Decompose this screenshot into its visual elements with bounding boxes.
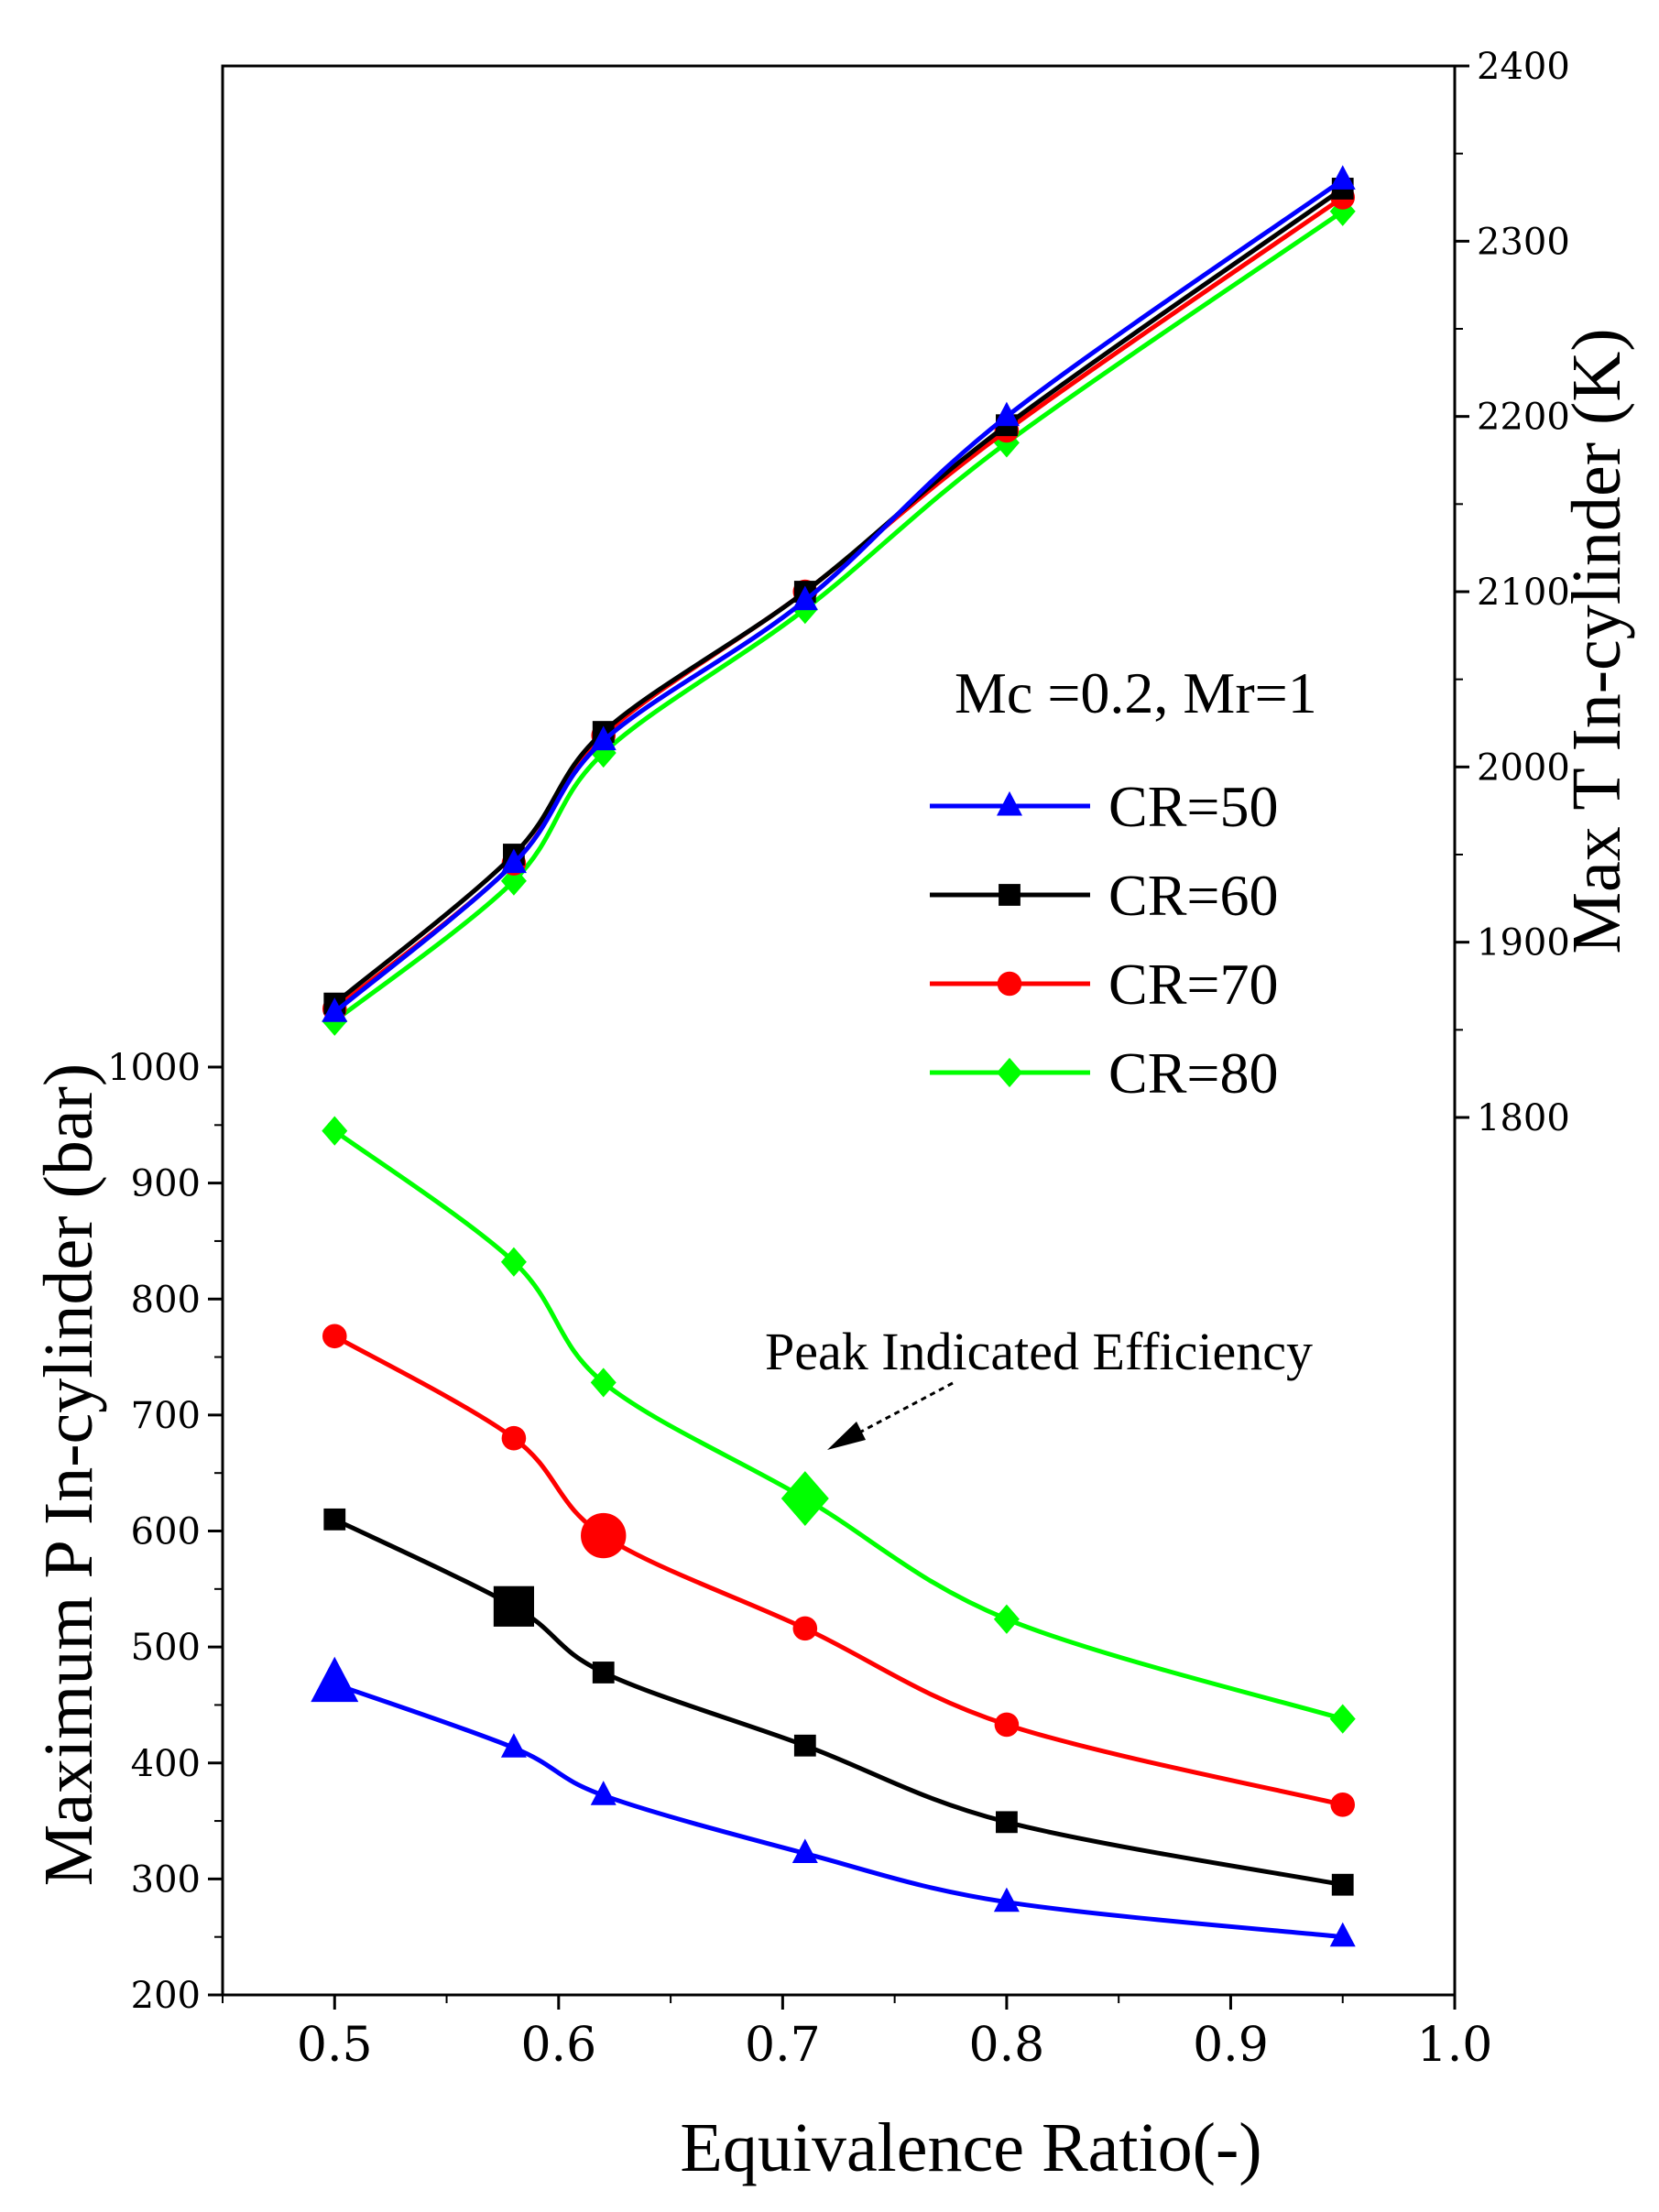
legend-marker-cr=60 [999, 884, 1021, 906]
pressure-point-cr=60 [793, 1734, 816, 1757]
pressure-point-cr=60 [592, 1662, 615, 1684]
x-tick-label: 1.0 [1417, 2018, 1493, 2073]
y-tick-label: 1000 [107, 1047, 201, 1089]
pressure-point-cr=80 [590, 1368, 617, 1398]
pressure-line-cr=80 [333, 1128, 1344, 1722]
pressure-line-cr=60 [333, 1517, 1344, 1888]
pressure-point-cr=80 [500, 1247, 527, 1277]
temperature-point-cr=50 [590, 725, 617, 751]
pressure-point-cr=50 [1329, 1922, 1356, 1947]
legend-label-cr=80: CR=80 [1108, 1041, 1278, 1106]
temperature-point-cr=50 [322, 997, 348, 1022]
pressure-point-cr=60 [1331, 1873, 1354, 1896]
y-tick-label: 600 [131, 1511, 201, 1553]
peak-efficiency-point-cr=70 [581, 1512, 627, 1559]
annotation-label: Peak Indicated Efficiency [765, 1322, 1313, 1381]
y-tick-label: 800 [131, 1279, 201, 1321]
y2-axis-title: Max T In-cylinder (K) [1558, 328, 1635, 953]
annotation-arrow-head [827, 1422, 866, 1450]
x-axis-title: Equivalence Ratio(-) [680, 2109, 1261, 2186]
x-tick-label: 0.8 [969, 2018, 1045, 2073]
pressure-point-cr=70 [322, 1324, 347, 1349]
pressure-point-cr=60 [996, 1811, 1018, 1834]
y2-tick-label: 2100 [1477, 572, 1570, 614]
series-layer [311, 165, 1356, 1947]
peak-efficiency-point-cr=80 [780, 1471, 829, 1526]
pressure-point-cr=50 [590, 1781, 617, 1805]
axes: 0.5 0.6 0.7 0.8 0.9 1.0 200 300 400 500 600 700 800 9… [107, 46, 1570, 2073]
legend-marker-cr=70 [997, 971, 1022, 997]
y2-tick-label: 2300 [1477, 221, 1570, 263]
y-axis-title: Maximum P In-cylinder (bar) [30, 1063, 107, 1886]
y-tick-label: 900 [131, 1163, 201, 1205]
x-tick-label: 0.7 [745, 2018, 821, 2073]
condition-label: Mc =0.2, Mr=1 [955, 660, 1317, 725]
y-tick-label: 200 [131, 1975, 201, 2017]
pressure-line-cr=70 [333, 1334, 1344, 1807]
x-tick-label: 0.6 [520, 2018, 596, 2073]
legend: CR=50 CR=60 CR=70 CR=80 [930, 774, 1278, 1106]
y-tick-label: 700 [131, 1395, 201, 1437]
pressure-line-cr=50 [333, 1682, 1343, 1940]
pressure-point-cr=70 [994, 1712, 1020, 1738]
pressure-point-cr=70 [501, 1425, 527, 1451]
temperature-point-cr=80 [500, 866, 527, 896]
temperature-point-cr=50 [500, 848, 527, 874]
y2-tick-label: 1800 [1477, 1097, 1570, 1139]
temperature-point-cr=80 [993, 428, 1020, 458]
y-tick-label: 400 [131, 1743, 201, 1785]
x-tick-label: 0.5 [297, 2018, 373, 2073]
pressure-point-cr=80 [322, 1116, 348, 1146]
x-tick-label: 0.9 [1193, 2018, 1269, 2073]
plot-frame [221, 64, 1457, 1997]
peak-efficiency-point-cr=50 [311, 1656, 359, 1703]
temperature-point-cr=50 [993, 401, 1020, 427]
pressure-point-cr=50 [993, 1887, 1020, 1912]
y2-tick-label: 2400 [1477, 46, 1570, 88]
y2-tick-label: 2000 [1477, 746, 1570, 789]
legend-label-cr=50: CR=50 [1108, 774, 1278, 839]
temperature-point-cr=50 [1329, 165, 1356, 190]
pressure-point-cr=70 [792, 1616, 818, 1641]
pressure-point-cr=50 [500, 1733, 527, 1758]
temperature-line-cr=80 [333, 209, 1345, 1023]
pressure-point-cr=50 [791, 1838, 818, 1864]
pressure-point-cr=70 [1330, 1792, 1356, 1817]
pressure-point-cr=80 [993, 1604, 1020, 1634]
y-tick-label: 300 [131, 1858, 201, 1901]
y2-tick-label: 1900 [1477, 922, 1570, 964]
y-tick-label: 500 [131, 1627, 201, 1669]
y2-tick-label: 2200 [1477, 397, 1570, 439]
legend-marker-cr=80 [997, 1057, 1022, 1088]
pressure-point-cr=80 [1329, 1704, 1356, 1734]
legend-label-cr=60: CR=60 [1108, 863, 1278, 928]
pressure-point-cr=60 [323, 1508, 346, 1531]
legend-label-cr=70: CR=70 [1108, 952, 1278, 1017]
legend-marker-cr=50 [997, 790, 1022, 816]
peak-efficiency-point-cr=60 [493, 1585, 535, 1627]
temperature-point-cr=50 [791, 585, 818, 611]
